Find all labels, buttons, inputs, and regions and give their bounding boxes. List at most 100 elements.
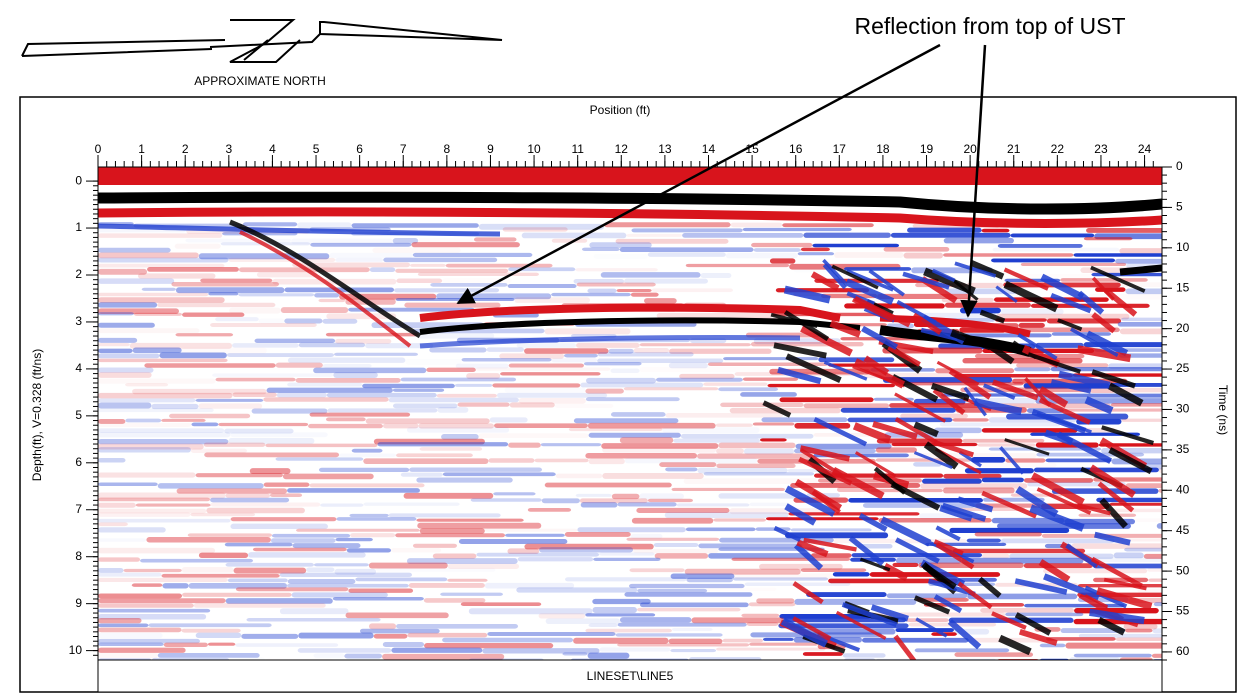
texture bbox=[140, 559, 253, 563]
y-tick-label: 10 bbox=[69, 643, 83, 657]
texture bbox=[355, 578, 447, 582]
texture bbox=[310, 243, 411, 247]
texture bbox=[751, 243, 812, 247]
texture bbox=[401, 473, 443, 477]
texture bbox=[589, 242, 651, 248]
texture bbox=[426, 368, 476, 372]
texture bbox=[644, 298, 677, 304]
texture bbox=[716, 648, 825, 651]
texture bbox=[411, 242, 519, 247]
texture bbox=[1086, 228, 1201, 233]
texture bbox=[704, 472, 814, 475]
texture bbox=[243, 222, 297, 226]
texture bbox=[637, 589, 707, 593]
texture bbox=[713, 518, 766, 521]
texture bbox=[665, 512, 789, 518]
texture bbox=[270, 493, 302, 497]
texture bbox=[306, 567, 334, 572]
texture bbox=[158, 653, 260, 658]
texture bbox=[733, 577, 828, 580]
texture bbox=[326, 417, 366, 421]
y2-axis-title: Time (ns) bbox=[1216, 385, 1230, 435]
texture bbox=[516, 587, 637, 592]
texture bbox=[287, 488, 420, 493]
texture bbox=[281, 307, 348, 313]
texture bbox=[528, 508, 571, 512]
texture bbox=[416, 519, 523, 522]
texture bbox=[806, 592, 887, 597]
annotation: Reflection from top of UST bbox=[855, 13, 1126, 39]
texture bbox=[396, 298, 515, 301]
texture bbox=[780, 397, 874, 402]
texture bbox=[98, 328, 199, 333]
texture bbox=[834, 252, 903, 258]
texture bbox=[420, 528, 485, 534]
texture bbox=[686, 528, 756, 532]
texture bbox=[770, 258, 795, 263]
texture bbox=[703, 383, 767, 386]
texture bbox=[98, 653, 158, 659]
x-tick-label: 7 bbox=[400, 142, 407, 156]
texture bbox=[1115, 388, 1228, 392]
texture bbox=[98, 253, 199, 259]
texture bbox=[401, 378, 516, 382]
texture bbox=[545, 483, 672, 488]
texture bbox=[539, 613, 586, 618]
texture bbox=[407, 633, 487, 637]
texture bbox=[339, 453, 396, 456]
texture bbox=[182, 593, 292, 597]
texture bbox=[1065, 643, 1190, 649]
texture bbox=[296, 529, 420, 532]
texture bbox=[982, 428, 1078, 433]
texture bbox=[747, 622, 779, 626]
texture bbox=[632, 518, 713, 524]
texture bbox=[413, 253, 533, 257]
texture bbox=[230, 524, 328, 529]
texture bbox=[524, 348, 608, 353]
texture bbox=[437, 394, 497, 398]
texture bbox=[833, 572, 870, 576]
texture bbox=[665, 467, 697, 471]
texture bbox=[98, 573, 162, 577]
texture bbox=[707, 588, 777, 592]
texture bbox=[500, 372, 600, 375]
x-tick-label: 21 bbox=[1007, 142, 1021, 156]
texture bbox=[648, 252, 726, 257]
texture bbox=[196, 399, 264, 402]
texture bbox=[259, 318, 285, 323]
texture bbox=[459, 539, 567, 544]
texture bbox=[509, 364, 584, 368]
x-tick-label: 13 bbox=[658, 142, 672, 156]
x-tick-label: 3 bbox=[225, 142, 232, 156]
texture bbox=[208, 643, 235, 646]
texture bbox=[576, 343, 640, 348]
texture bbox=[585, 389, 623, 394]
texture bbox=[210, 498, 289, 503]
texture bbox=[347, 548, 391, 552]
texture bbox=[753, 422, 795, 425]
texture bbox=[98, 398, 196, 402]
texture bbox=[492, 383, 580, 387]
texture bbox=[907, 228, 982, 233]
texture bbox=[722, 639, 763, 643]
texture bbox=[569, 428, 662, 431]
texture bbox=[98, 633, 163, 638]
texture bbox=[199, 403, 263, 408]
texture bbox=[455, 384, 492, 387]
y-tick-label: 6 bbox=[75, 455, 82, 469]
texture bbox=[336, 538, 373, 541]
texture bbox=[98, 297, 225, 303]
texture bbox=[298, 648, 392, 653]
texture bbox=[413, 544, 457, 548]
texture bbox=[333, 372, 377, 378]
texture bbox=[514, 297, 589, 303]
texture bbox=[363, 502, 459, 505]
texture bbox=[599, 648, 670, 652]
texture bbox=[164, 643, 208, 647]
texture bbox=[611, 412, 666, 417]
y-tick-label: 2 bbox=[75, 267, 82, 281]
texture bbox=[232, 343, 299, 347]
texture bbox=[587, 289, 616, 293]
texture bbox=[204, 443, 266, 447]
texture bbox=[265, 444, 377, 448]
